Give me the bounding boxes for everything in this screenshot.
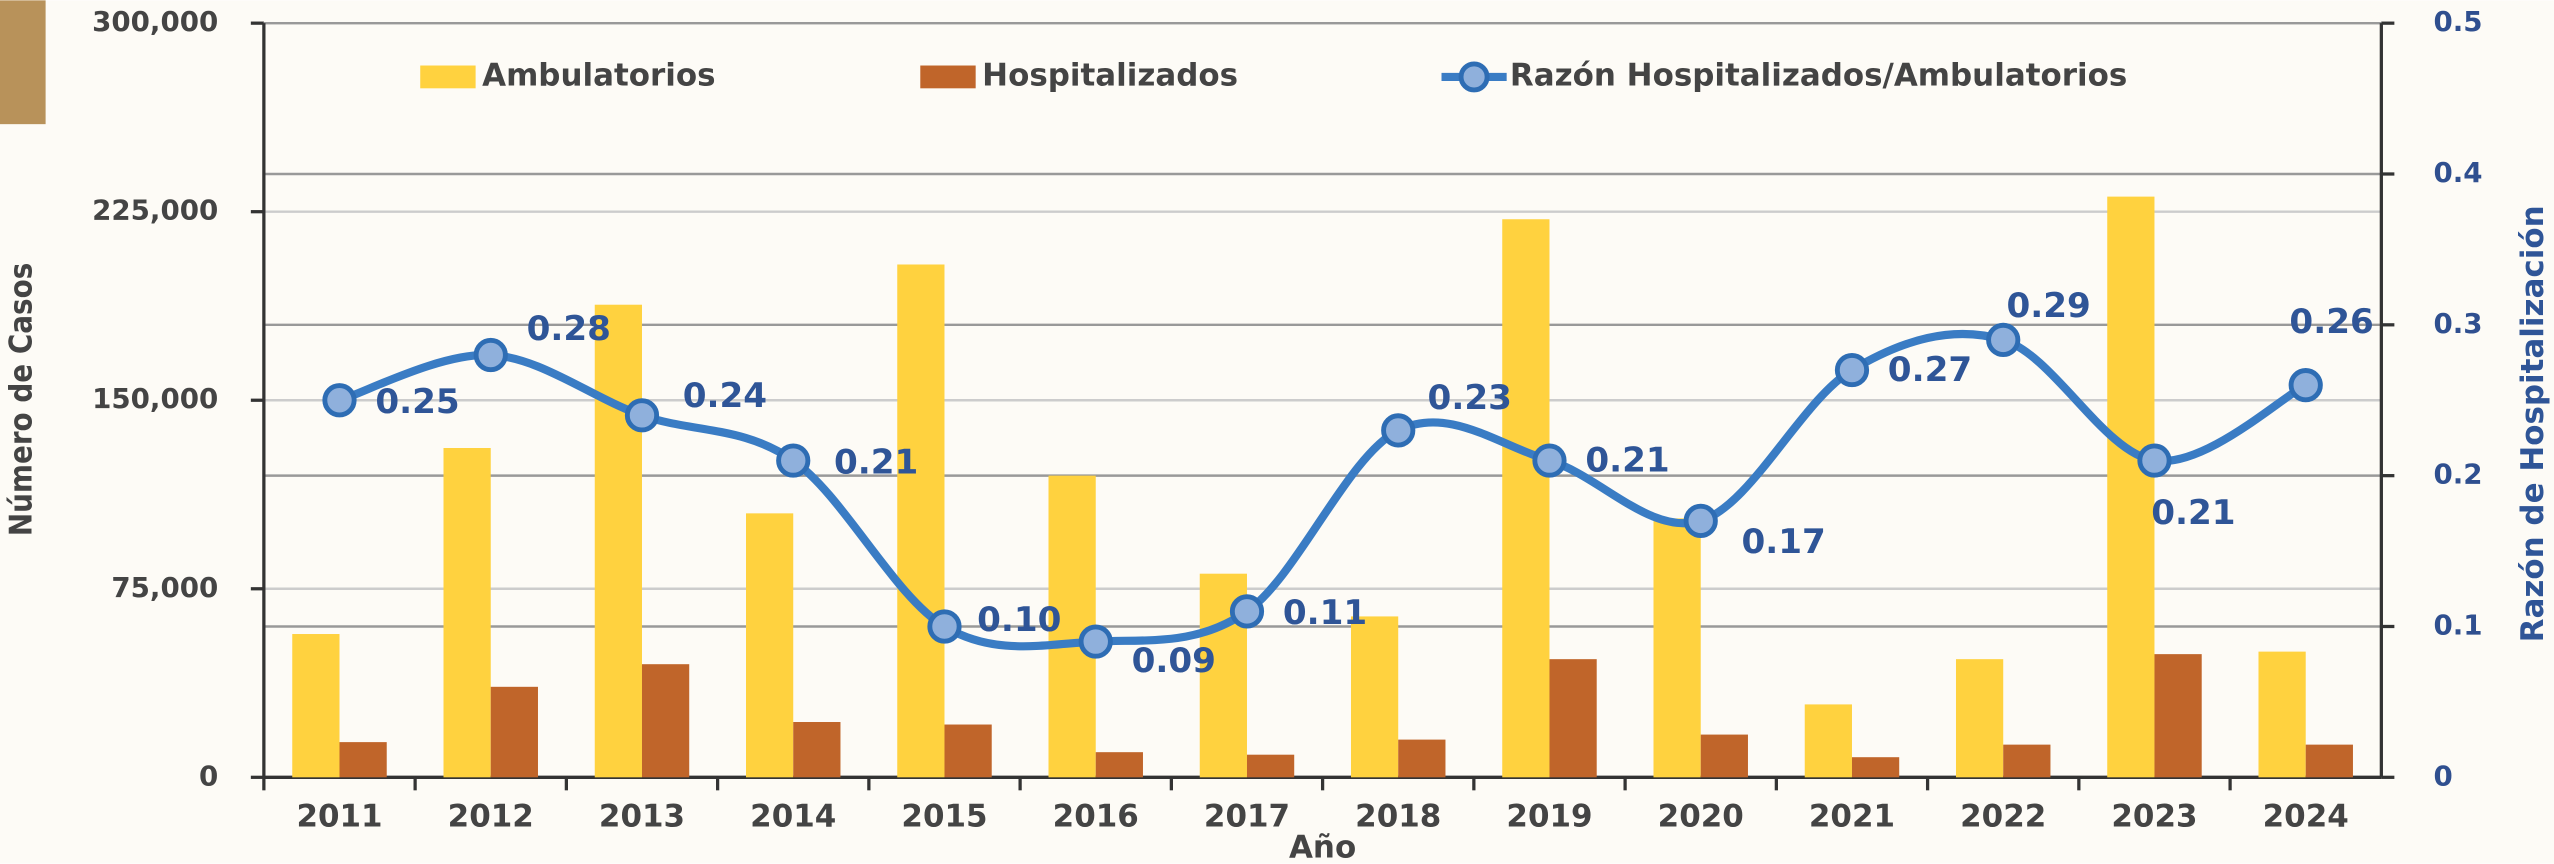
bar xyxy=(1246,754,1295,778)
x-tick-label: 2017 xyxy=(1204,799,1290,835)
data-label: 0.21 xyxy=(2151,493,2235,533)
x-tick-label: 2022 xyxy=(1960,799,2046,835)
bar xyxy=(746,513,794,778)
bar xyxy=(594,304,642,778)
y2-tick-label: 0.2 xyxy=(2433,458,2482,491)
line-marker xyxy=(1078,624,1113,659)
bar xyxy=(1700,734,1748,778)
bar xyxy=(1851,757,1900,778)
bar xyxy=(2154,654,2202,778)
y-tick-label: 75,000 xyxy=(111,571,218,604)
y2-axis-title: Razón de Hospitalización xyxy=(2515,205,2551,642)
data-label: 0.11 xyxy=(1283,593,1367,633)
bar xyxy=(1804,704,1852,778)
y-axis-title: Número de Casos xyxy=(3,263,39,537)
x-tick-label: 2015 xyxy=(901,799,987,835)
bar xyxy=(2107,196,2155,778)
data-label: 0.28 xyxy=(527,309,611,349)
y-tick-label: 0 xyxy=(199,759,218,792)
x-tick-label: 2020 xyxy=(1658,799,1744,835)
bar xyxy=(1350,616,1399,778)
data-label: 0.21 xyxy=(834,442,918,482)
bar xyxy=(2258,651,2306,778)
bar xyxy=(292,634,340,778)
y2-tick-label: 0.5 xyxy=(2433,5,2482,38)
data-label: 0.21 xyxy=(1585,441,1669,481)
x-tick-label: 2012 xyxy=(448,799,534,835)
x-tick-label: 2024 xyxy=(2263,799,2349,835)
data-label: 0.24 xyxy=(683,376,767,416)
bar xyxy=(1502,219,1550,778)
x-tick-label: 2016 xyxy=(1053,799,1139,835)
y2-tick-label: 0 xyxy=(2433,759,2452,792)
line-marker xyxy=(1532,443,1567,478)
bar xyxy=(793,722,841,778)
line-marker xyxy=(322,383,357,418)
line-marker xyxy=(1834,352,1870,388)
line-marker xyxy=(1683,503,1718,539)
x-tick-label: 2014 xyxy=(750,799,836,835)
bar xyxy=(339,742,387,778)
legend-swatch xyxy=(420,65,476,89)
bar xyxy=(2003,744,2051,778)
bar xyxy=(1398,739,1446,778)
bar xyxy=(443,448,491,778)
line-marker xyxy=(473,337,508,373)
x-tick-label: 2021 xyxy=(1809,799,1895,835)
line-marker xyxy=(624,398,660,433)
line-marker xyxy=(927,609,962,644)
bar xyxy=(1653,518,1701,778)
bar xyxy=(944,724,992,778)
line-marker xyxy=(1381,413,1416,448)
x-axis-title: Año xyxy=(1289,829,1356,864)
line-marker xyxy=(1986,322,2021,358)
y2-tick-label: 0.4 xyxy=(2433,156,2482,189)
x-tick-label: 2013 xyxy=(599,799,685,835)
bar xyxy=(641,664,690,778)
x-tick-label: 2018 xyxy=(1355,799,1441,835)
decoration xyxy=(0,0,46,125)
legend-label: Razón Hospitalizados/Ambulatorios xyxy=(1510,57,2127,93)
legend-label: Ambulatorios xyxy=(482,57,715,93)
line-marker xyxy=(776,443,811,478)
data-label: 0.26 xyxy=(2289,302,2373,342)
legend-swatch xyxy=(920,65,976,89)
data-label: 0.29 xyxy=(2006,286,2090,326)
data-label: 0.25 xyxy=(375,382,459,422)
y-tick-label: 300,000 xyxy=(92,5,218,38)
data-label: 0.10 xyxy=(977,600,1061,640)
data-label: 0.27 xyxy=(1888,350,1972,390)
x-tick-label: 2019 xyxy=(1506,799,1592,835)
line-marker xyxy=(2137,443,2172,478)
x-tick-label: 2023 xyxy=(2111,799,2197,835)
bar xyxy=(2305,744,2353,778)
y-tick-label: 225,000 xyxy=(92,194,218,227)
legend-swatch xyxy=(1458,61,1490,93)
y2-tick-label: 0.1 xyxy=(2433,608,2482,641)
bar xyxy=(1549,659,1597,778)
data-label: 0.23 xyxy=(1428,378,1512,418)
y2-tick-label: 0.3 xyxy=(2433,307,2482,340)
line-marker xyxy=(2288,368,2323,403)
bar xyxy=(1095,752,1143,778)
data-label: 0.17 xyxy=(1741,522,1825,562)
x-tick-label: 2011 xyxy=(296,799,382,835)
bar xyxy=(897,264,945,778)
y-tick-label: 150,000 xyxy=(92,382,218,415)
line-marker xyxy=(1229,594,1265,629)
legend-label: Hospitalizados xyxy=(982,57,1238,93)
bar xyxy=(1955,659,2004,778)
data-label: 0.09 xyxy=(1132,641,1216,681)
bar xyxy=(490,686,538,778)
